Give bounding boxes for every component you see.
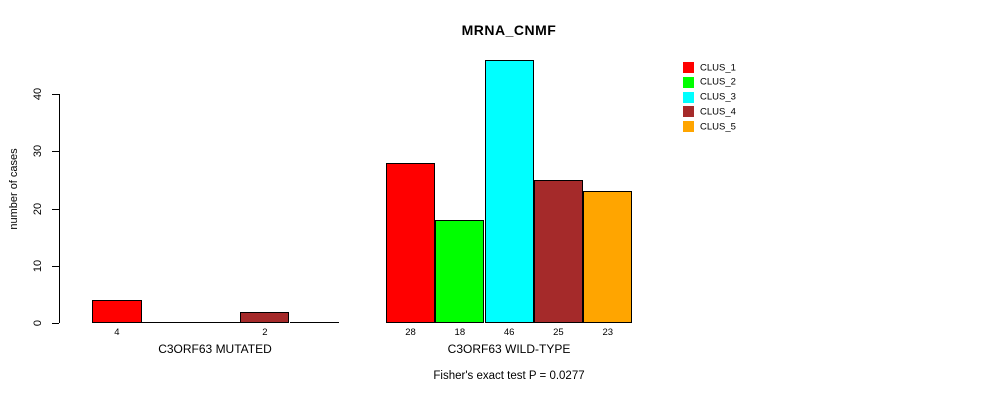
- zero-bar-clus_3-group1: [190, 322, 241, 323]
- bar-value-label: 4: [114, 327, 120, 338]
- bar-value-label: 28: [405, 327, 416, 338]
- y-axis-tick-label: 40: [32, 87, 44, 101]
- footnote-fisher-test: Fisher's exact test P = 0.0277: [433, 370, 585, 382]
- legend-label-clus_4: CLUS_4: [700, 106, 736, 118]
- bar-value-label: 18: [454, 327, 466, 338]
- y-axis-tick: [52, 323, 59, 324]
- group-label-wildtype: C3ORF63 WILD-TYPE: [447, 342, 571, 356]
- chart-title: MRNA_CNMF: [461, 22, 557, 38]
- legend-label-clus_2: CLUS_2: [700, 76, 736, 88]
- legend-swatch-clus_3: [683, 91, 694, 103]
- bar-clus_4-group2: [533, 179, 584, 323]
- bar-value-label: 25: [553, 327, 564, 338]
- y-axis-tick-label: 20: [32, 202, 44, 215]
- y-axis-label: number of cases: [8, 148, 20, 230]
- bar-value-label: 23: [602, 327, 614, 338]
- y-axis-tick: [52, 94, 59, 95]
- bar-clus_3-group2: [484, 59, 534, 323]
- legend-label-clus_5: CLUS_5: [700, 121, 736, 133]
- legend-swatch-clus_5: [683, 121, 694, 133]
- y-axis-tick: [52, 265, 59, 267]
- bar-clus_2-group2: [435, 219, 485, 323]
- y-axis-tick-label: 10: [32, 259, 44, 272]
- bar-clus_5-group2: [583, 191, 633, 323]
- bar-clus_4-group1: [240, 311, 290, 323]
- legend-swatch-clus_1: [683, 62, 694, 73]
- zero-bar-clus_2-group1: [141, 322, 191, 323]
- y-axis-tick-label: 0: [32, 319, 44, 327]
- y-axis-tick: [52, 151, 59, 153]
- y-axis-tick: [52, 208, 59, 210]
- bar-clus_1-group2: [385, 162, 436, 323]
- bar-value-label: 2: [262, 327, 268, 338]
- y-axis-tick-label: 30: [32, 145, 44, 158]
- bar-value-label: 46: [503, 327, 515, 338]
- bar-clus_1-group1: [92, 300, 142, 323]
- y-axis-line: [59, 94, 60, 323]
- legend-swatch-clus_4: [683, 106, 694, 118]
- legend-label-clus_1: CLUS_1: [700, 62, 736, 73]
- group-label-mutated: C3ORF63 MUTATED: [158, 342, 272, 356]
- legend-swatch-clus_2: [683, 76, 694, 88]
- zero-bar-clus_5-group1: [289, 322, 339, 323]
- legend-label-clus_3: CLUS_3: [700, 91, 736, 103]
